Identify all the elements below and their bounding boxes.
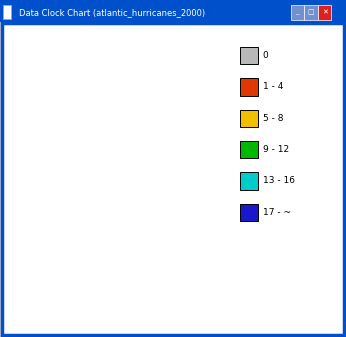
Text: Sep: Sep <box>125 100 136 105</box>
Text: 21: 21 <box>34 221 43 230</box>
Text: 24: 24 <box>18 162 28 171</box>
Text: 6: 6 <box>213 123 218 131</box>
Text: 28: 28 <box>54 90 63 99</box>
Text: Aug: Aug <box>125 107 136 112</box>
Text: May: May <box>125 128 137 133</box>
Text: 2: 2 <box>153 70 157 79</box>
Text: 14: 14 <box>160 261 170 270</box>
Text: Mar: Mar <box>125 143 136 148</box>
Text: 0: 0 <box>263 51 268 60</box>
Text: Data Clock Chart (atlantic_hurricanes_2000): Data Clock Chart (atlantic_hurricanes_20… <box>19 8 205 17</box>
Text: 4: 4 <box>188 90 193 99</box>
Text: Nov: Nov <box>125 86 136 91</box>
Text: 30: 30 <box>89 70 99 79</box>
Text: Dec: Dec <box>125 78 136 83</box>
Title: atlantic_hurricanes_2000: atlantic_hurricanes_2000 <box>67 51 182 60</box>
Text: 3: 3 <box>172 79 176 87</box>
Text: 19: 19 <box>62 251 71 260</box>
Polygon shape <box>116 163 133 180</box>
Text: 12: 12 <box>193 238 203 246</box>
Text: 26: 26 <box>28 123 38 131</box>
Text: 9 - 12: 9 - 12 <box>263 145 289 154</box>
Text: Oct: Oct <box>125 93 135 98</box>
Text: _: _ <box>295 9 299 16</box>
Text: 9: 9 <box>223 183 228 192</box>
Text: □: □ <box>308 9 315 16</box>
Text: 13 - 16: 13 - 16 <box>263 177 294 185</box>
Text: 17: 17 <box>99 267 109 276</box>
Text: 5: 5 <box>202 105 208 114</box>
Text: Feb: Feb <box>125 150 135 155</box>
Text: 1: 1 <box>133 66 137 75</box>
Text: 16: 16 <box>120 269 129 278</box>
Text: 11: 11 <box>206 221 216 230</box>
Text: 27: 27 <box>39 105 49 114</box>
Text: 22: 22 <box>25 203 34 212</box>
Text: 31: 31 <box>109 66 119 75</box>
Text: 8: 8 <box>224 162 229 171</box>
Text: 5 - 8: 5 - 8 <box>263 114 283 123</box>
Text: 13: 13 <box>178 251 188 260</box>
Text: 20: 20 <box>46 238 56 246</box>
Text: 1 - 4: 1 - 4 <box>263 83 283 91</box>
Text: 25: 25 <box>21 142 31 151</box>
Text: 17 - ~: 17 - ~ <box>263 208 291 217</box>
Text: ✕: ✕ <box>322 9 328 16</box>
Text: 23: 23 <box>19 183 29 192</box>
Text: 18: 18 <box>80 261 89 270</box>
Text: 15: 15 <box>140 267 150 276</box>
Text: 7: 7 <box>221 142 226 151</box>
Text: 10: 10 <box>215 203 225 212</box>
Text: 29: 29 <box>70 79 80 87</box>
Text: Apr: Apr <box>125 136 135 141</box>
Text: Jul: Jul <box>125 114 132 119</box>
Text: Jan: Jan <box>125 157 134 162</box>
Text: Jun: Jun <box>125 121 134 126</box>
